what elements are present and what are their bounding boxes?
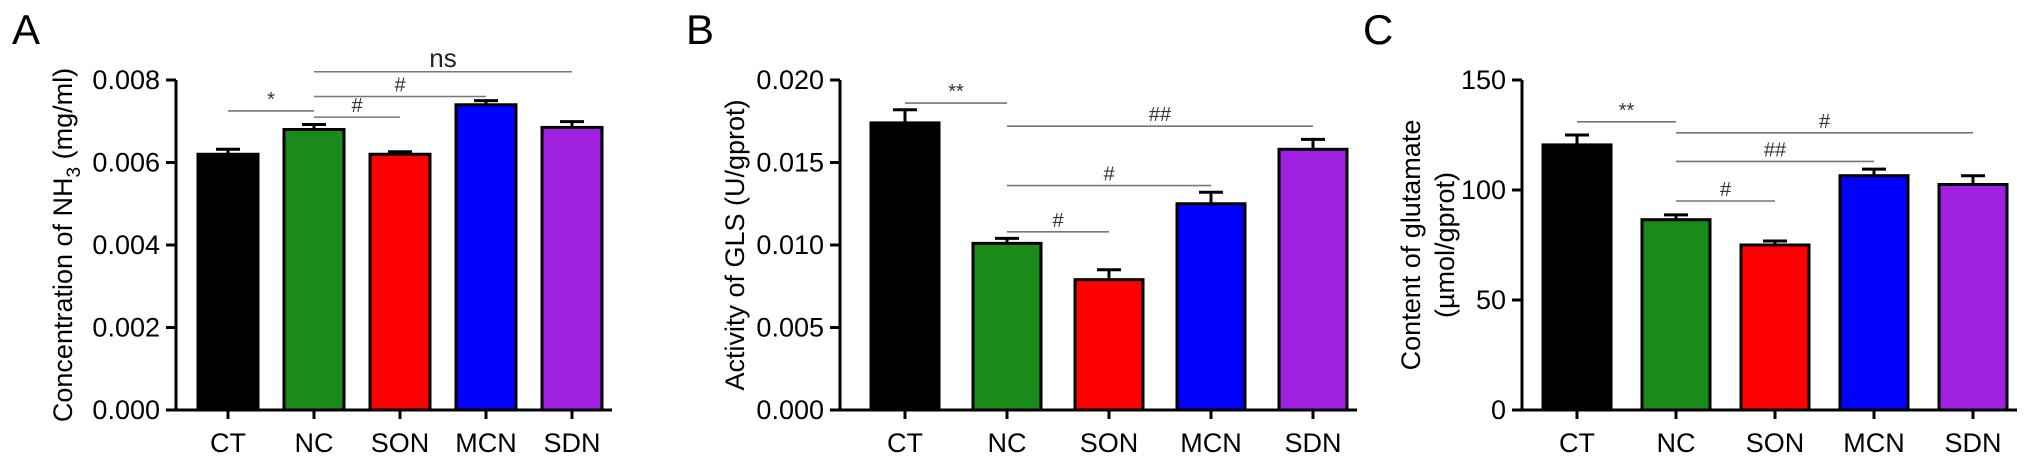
significance-label: * [267,89,275,111]
bar-ct [869,121,941,412]
y-tick-label: 50 [1476,285,1506,315]
bar-son [1739,243,1811,412]
significance-label: ## [1764,139,1787,161]
significance-label: ** [1619,100,1635,122]
x-tick-label: NC [1657,428,1696,458]
bar-sdn [540,125,604,412]
x-tick-label: CT [210,428,246,458]
bar-nc [282,128,346,412]
y-tick-label: 0.005 [756,313,824,343]
significance-label: ** [948,81,964,103]
y-axis-title: Content of glutamate (µmol/gprot) [1396,120,1460,371]
significance-label: # [1819,111,1831,133]
significance-label: ## [1149,104,1172,126]
significance-label: # [351,95,363,117]
bar-mcn [454,103,518,412]
bar-son [1073,278,1145,412]
y-tick-label: 0.000 [756,395,824,425]
x-tick-label: MCN [455,428,517,458]
panel-letter: B [686,6,714,53]
panel-letter: C [1363,6,1393,53]
bar-son [368,152,432,412]
x-tick-label: MCN [1843,428,1905,458]
y-tick-label: 0.006 [92,148,160,178]
significance-label: # [1103,164,1115,186]
panel-a: A 0.000 0.002 0.004 0.006 0.008 CT NC SON MCN SDN *… [12,6,612,458]
x-tick-label: SON [371,428,430,458]
y-tick-label: 0.010 [756,230,824,260]
y-tick-label: 0.015 [756,148,824,178]
x-tick-label: SDN [1944,428,2001,458]
x-tick-label: SDN [1284,428,1341,458]
y-tick-label: 0.008 [92,65,160,95]
bar-nc [971,241,1043,412]
x-tick-label: SDN [543,428,600,458]
panel-letter: A [12,6,40,53]
y-axis-title: Activity of GLS (U/gprot) [720,99,750,390]
significance-label: # [1720,179,1732,201]
y-tick-label: 150 [1461,65,1506,95]
y-tick-label: 0.002 [92,313,160,343]
x-tick-label: NC [295,428,334,458]
bar-nc [1640,218,1712,412]
bar-ct [1541,143,1613,412]
x-tick-label: SON [1080,428,1139,458]
bar-ct [196,152,260,412]
x-tick-label: NC [988,428,1027,458]
bar-sdn [1937,183,2009,412]
significance-label: # [1052,210,1064,232]
x-tick-label: SON [1746,428,1805,458]
bar-mcn [1175,202,1247,412]
y-tick-label: 0.000 [92,395,160,425]
x-tick-label: MCN [1180,428,1242,458]
y-tick-label: 0 [1491,395,1506,425]
x-tick-label: CT [887,428,923,458]
y-tick-label: 0.020 [756,65,824,95]
x-tick-label: CT [1559,428,1595,458]
significance-label: # [394,75,406,97]
bar-mcn [1838,174,1910,412]
bar-sdn [1277,147,1349,412]
significance-label: ns [429,43,456,73]
y-tick-label: 0.004 [92,230,160,260]
y-tick-label: 100 [1461,175,1506,205]
y-axis-title: Concentration of NH3 (mg/ml) [48,68,85,422]
panel-b: B 0.000 0.005 0.010 0.015 0.020 CT NC SON MCN SDN *… [686,6,1357,458]
